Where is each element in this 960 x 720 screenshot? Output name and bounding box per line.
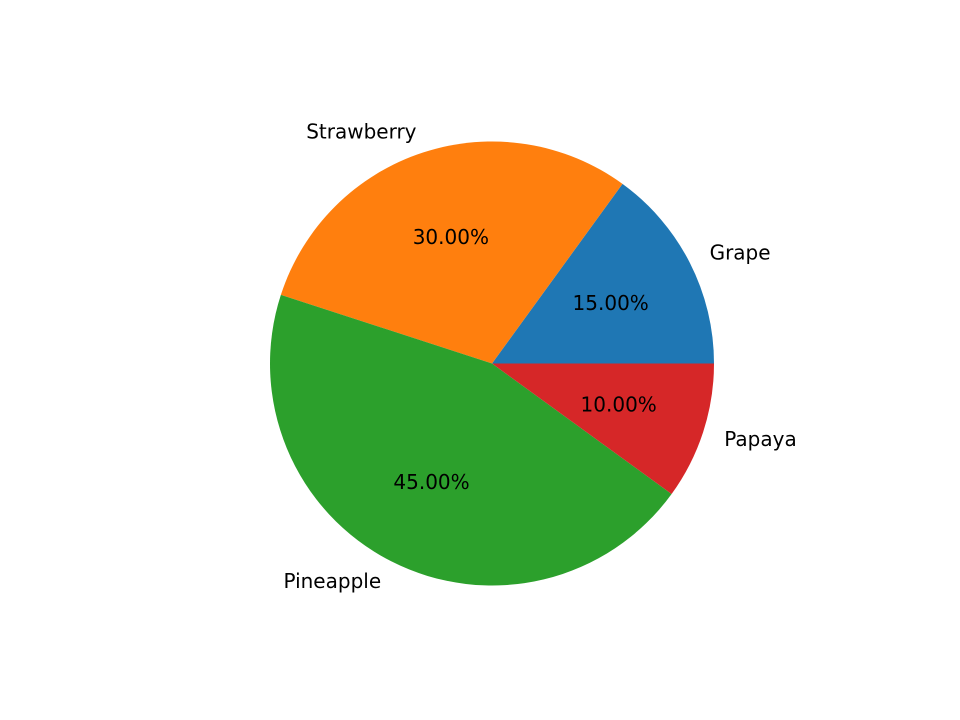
slice-percent-grape: 15.00% [573, 291, 649, 315]
pie-slice-papaya [492, 363, 714, 494]
slice-label-grape: Grape [710, 241, 771, 265]
slice-percent-papaya: 10.00% [581, 393, 657, 417]
pie-slices [269, 141, 714, 586]
pie-slice-pineapple [269, 294, 672, 586]
slice-label-pineapple: Pineapple [283, 569, 381, 593]
slice-percent-pineapple: 45.00% [393, 470, 469, 494]
slice-percent-strawberry: 30.00% [413, 225, 489, 249]
pie-slice-strawberry [280, 141, 623, 364]
pie-labels: Grape 15.00% Strawberry 30.00% Pineapple 45.0… [283, 119, 796, 593]
pie-slice-grape [492, 183, 714, 364]
slice-label-strawberry: Strawberry [306, 119, 416, 143]
slice-label-papaya: Papaya [724, 427, 796, 451]
